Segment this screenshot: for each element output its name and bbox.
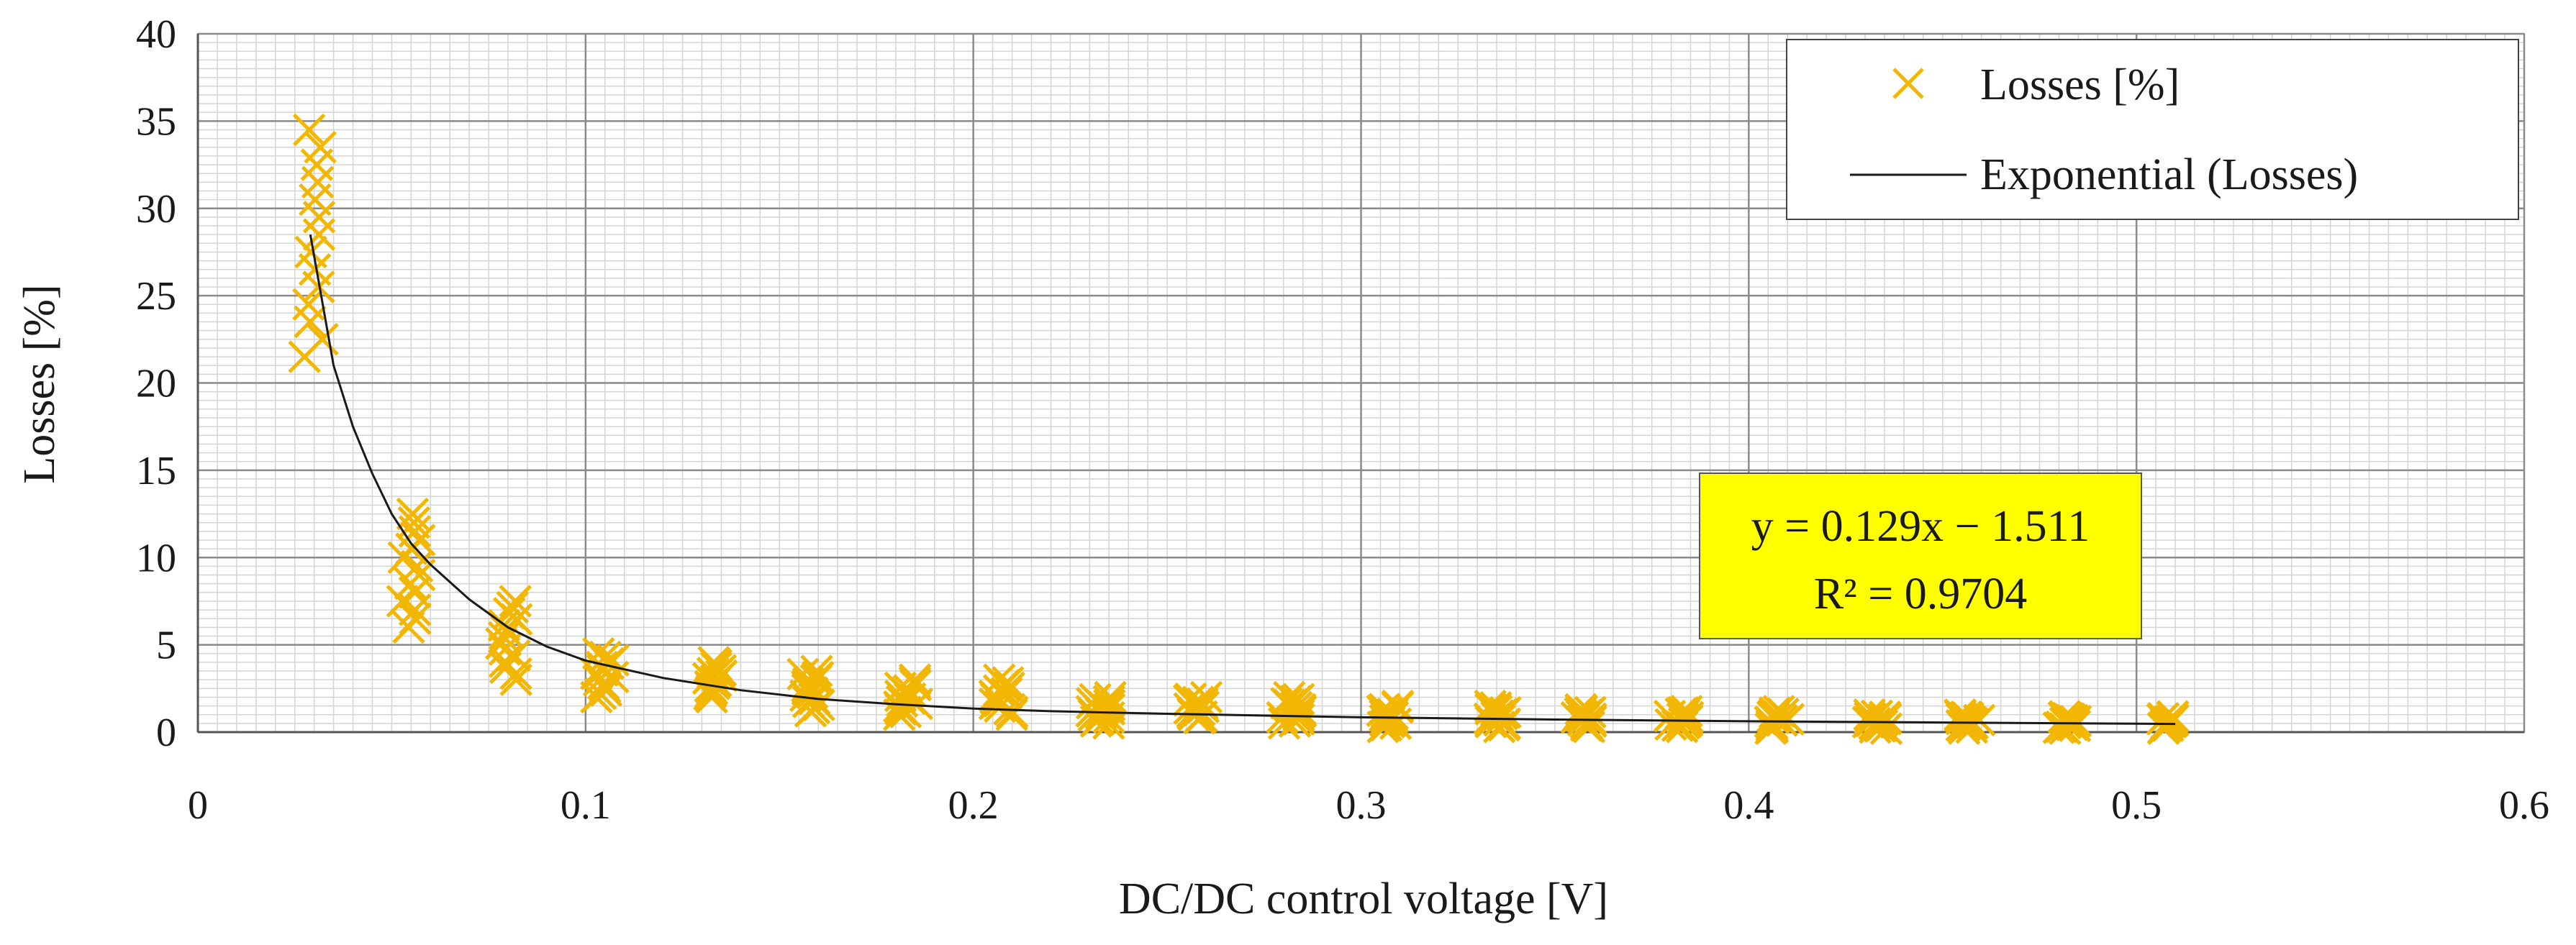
scatter-point-x-icon [1092,693,1126,726]
y-axis-title: Losses [%] [15,284,64,483]
scatter-point-x-icon [786,657,820,691]
y-tick-label: 10 [136,536,176,580]
scatter-point-x-icon [800,654,833,688]
scatter-point-x-icon [582,664,616,697]
scatter-cluster [2042,700,2092,745]
scatter-point-x-icon [1368,693,1401,726]
scatter-cluster [786,654,835,728]
scatter-point-x-icon [1853,698,1886,731]
scatter-point-x-icon [2146,701,2180,735]
scatter-point-x-icon [1381,689,1415,723]
x-tick-label: 0 [188,783,208,828]
legend-box [1786,39,2519,220]
exponential-trendline [309,234,2176,726]
scatter-point-x-icon [992,666,1025,699]
scatter-point-x-icon [399,602,432,635]
scatter-point-x-icon [306,323,339,356]
y-tick-label: 0 [156,711,176,755]
scatter-point-x-icon [294,235,327,269]
scatter-point-x-icon [402,524,436,557]
scatter-point-x-icon [1079,682,1112,716]
x-tick-label: 0.4 [1723,783,1774,828]
x-tick-label: 0.3 [1336,783,1387,828]
y-tick-label: 30 [136,187,176,232]
r-squared-text: R² = 0.9704 [1814,570,2027,618]
scatter-point-x-icon [304,131,337,164]
scatter-point-x-icon [1479,691,1513,724]
x-tick-label: 0.2 [948,783,999,828]
scatter-point-x-icon [1094,680,1127,714]
scatter-cluster [1266,680,1318,740]
y-tick-label: 40 [136,12,176,57]
y-tick-label: 5 [156,624,176,668]
legend: Losses [%] Exponential (Losses) [1786,39,2519,220]
x-axis-title: DC/DC control voltage [V] [1119,875,1608,923]
scatter-point-x-icon [1758,695,1792,729]
scatter-point-x-icon [1944,698,1977,731]
scatter-point-x-icon [699,651,733,685]
plot-area [288,113,2190,745]
scatter-point-x-icon [292,113,326,147]
legend-label-losses: Losses [%] [1980,60,2180,109]
scatter-point-x-icon [898,663,932,696]
legend-label-exponential: Exponential (Losses) [1980,150,2358,199]
y-tick-label: 15 [136,449,176,493]
trendline-equation: y = 0.129x − 1.511 R² = 0.9704 [1699,472,2142,639]
scatter-point-x-icon [1949,700,1983,734]
y-tick-label: 35 [136,99,176,144]
scatter-point-x-icon [982,663,1016,696]
scatter-cluster [1560,693,1607,744]
scatter-point-x-icon [1282,682,1315,716]
scatter-point-x-icon [1174,682,1207,716]
scatter-point-x-icon [1182,685,1215,718]
scatter-cluster [1172,680,1223,735]
scatter-point-x-icon [292,288,325,321]
scatter-point-x-icon [2048,700,2082,733]
scatter-point-x-icon [1189,680,1223,714]
scatter-point-x-icon [581,636,615,670]
scatter-point-x-icon [499,585,532,618]
axes: 0 0.1 0.2 0.3 0.4 0.5 0.6 0 5 10 15 20 25 30 35 40 [136,12,2549,828]
y-tick-label: 25 [136,274,176,319]
scatter-point-x-icon [697,646,730,679]
scatter-point-x-icon [302,218,336,251]
x-tick-label: 0.5 [2111,783,2162,828]
scatter-cluster [386,497,436,644]
scatter-cluster [2146,700,2190,745]
scatter-point-x-icon [1269,687,1303,720]
equation-box [1699,472,2142,639]
y-tick-label: 20 [136,362,176,406]
scatter-point-x-icon [2156,700,2190,733]
scatter-point-x-icon [1574,695,1607,729]
x-tick-label: 0.1 [561,783,611,828]
x-tick-label: 0.6 [2499,783,2549,828]
scatter-cluster [1754,695,1805,745]
legend-marker-x-icon [1892,68,1924,99]
scatter-point-x-icon [1860,699,1894,732]
scatter-point-x-icon [1854,701,1887,734]
scatter-cluster [978,663,1029,731]
scatter-cluster [580,636,630,714]
scatter-point-x-icon [1474,689,1507,723]
equation-text: y = 0.129x − 1.511 [1751,502,2090,551]
scatter-point-x-icon [1273,680,1306,714]
scatter-point-x-icon [496,590,530,624]
scatter-point-x-icon [396,497,430,531]
scatter-cluster [882,663,934,731]
scatter-point-x-icon [898,666,932,699]
